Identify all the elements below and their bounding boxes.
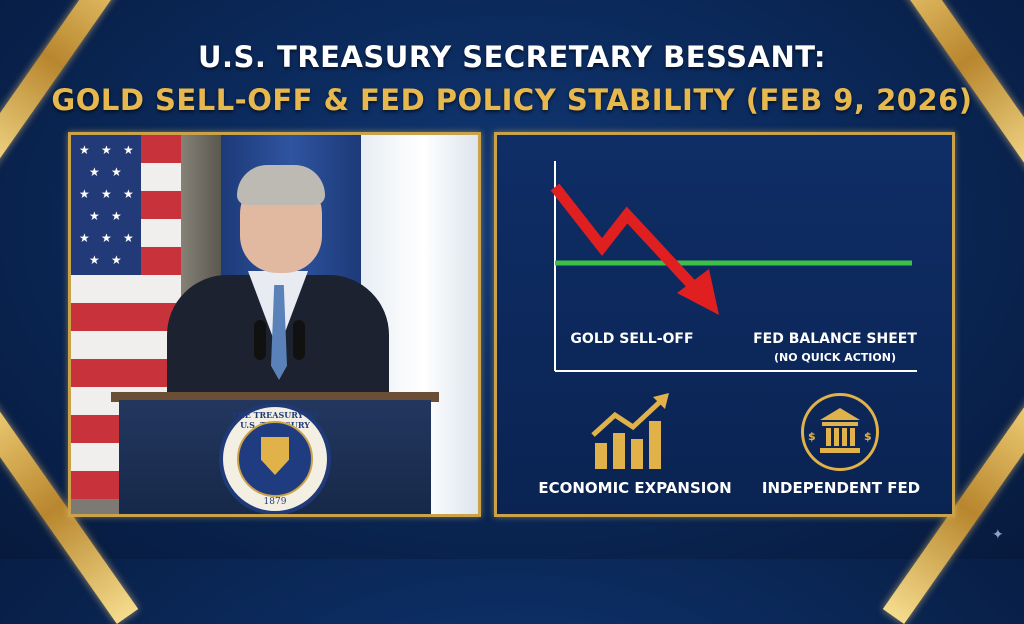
gold-falling-arrowhead: [677, 269, 719, 315]
label-independent-fed: INDEPENDENT FED: [761, 479, 921, 497]
seal-year: 1879: [263, 497, 287, 507]
independent-fed-bank-icon: $ $: [801, 393, 879, 471]
info-graphic-panel: GOLD SELL-OFF FED BALANCE SHEET (NO QUIC…: [494, 132, 955, 517]
seal-shield-icon: [261, 437, 289, 475]
speaker-tie: [271, 285, 287, 380]
sparkle-icon: ✦: [992, 527, 1004, 543]
speaker-photo-panel: ★ ★ ★ ★ ★ ★ ★ ★ ★ ★ ★ ★ ★ ★ ★ THE TREASURY OF U.S…: [68, 132, 481, 517]
microphone-right: [293, 320, 305, 360]
svg-text:$: $: [808, 430, 816, 443]
title-line-1: U.S. TREASURY SECRETARY BESSANT:: [197, 40, 827, 74]
label-no-quick-action: (NO QUICK ACTION): [774, 351, 896, 364]
label-economic-expansion: ECONOMIC EXPANSION: [538, 479, 732, 497]
gold-falling-line: [550, 183, 697, 289]
seal-center: [237, 421, 313, 497]
microphone-left: [254, 320, 266, 360]
podium-top: [111, 392, 439, 402]
label-fed-balance-sheet: FED BALANCE SHEET: [753, 331, 917, 347]
speaker-hair: [237, 165, 325, 205]
growth-chart-icon: [591, 393, 669, 469]
trend-graphic: [550, 161, 917, 372]
title-line-2: GOLD SELL-OFF & FED POLICY STABILITY (FE…: [51, 83, 973, 117]
svg-text:$: $: [864, 430, 872, 443]
label-gold-selloff: GOLD SELL-OFF: [570, 331, 694, 347]
treasury-seal: THE TREASURY OF U.S. TREASURY 1879: [219, 403, 331, 514]
